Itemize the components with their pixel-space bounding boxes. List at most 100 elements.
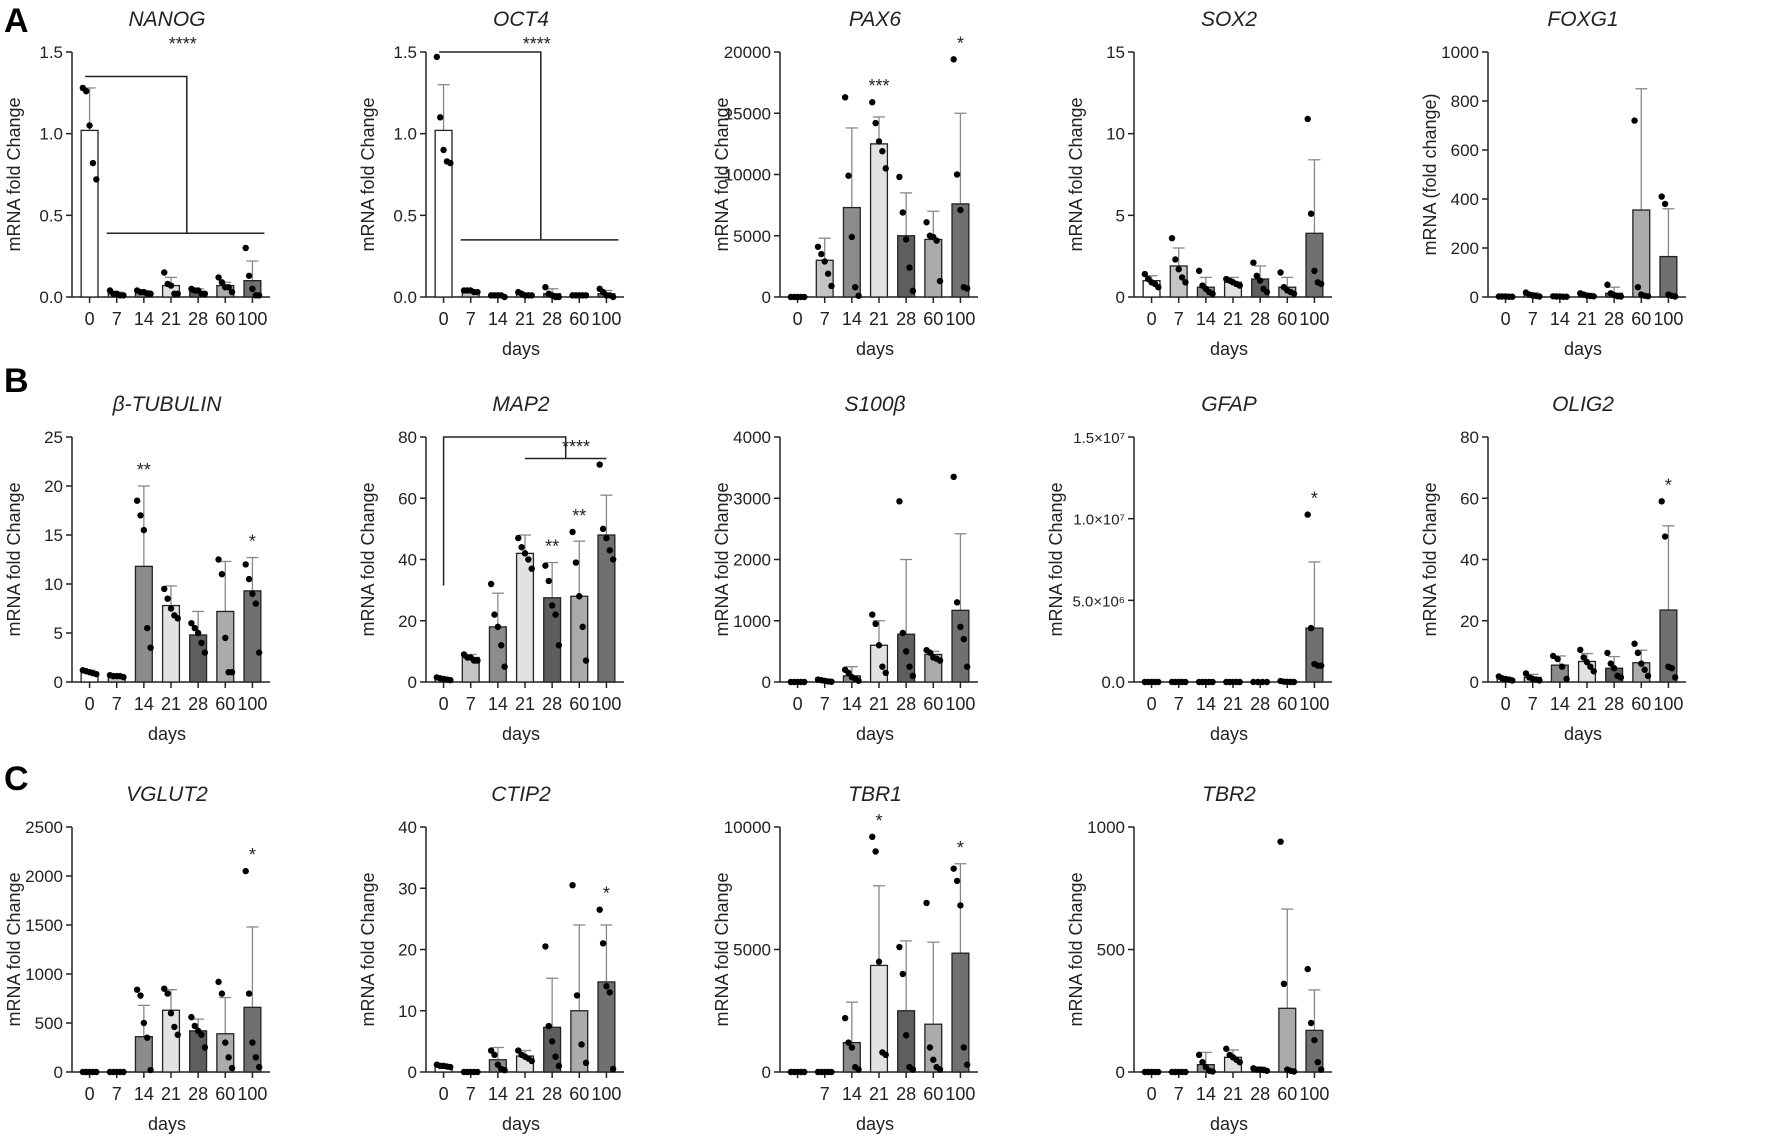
data-point bbox=[1199, 1059, 1206, 1066]
data-point bbox=[188, 620, 195, 627]
data-point bbox=[828, 678, 835, 685]
data-point bbox=[447, 1063, 454, 1071]
x-tick-label: 7 bbox=[112, 1084, 122, 1104]
y-tick-label: 0.5 bbox=[393, 206, 417, 225]
significance-label: **** bbox=[523, 34, 551, 54]
data-point bbox=[1671, 293, 1679, 300]
data-point bbox=[1155, 1068, 1162, 1076]
data-point bbox=[855, 1066, 862, 1073]
y-tick-label: 5 bbox=[1116, 206, 1125, 225]
y-tick-label: 0.0 bbox=[39, 288, 63, 307]
x-tick-label: 14 bbox=[1196, 1084, 1216, 1104]
x-tick-label: 0 bbox=[1501, 694, 1511, 714]
chart-title: TBR1 bbox=[848, 783, 902, 806]
y-tick-label: 2000 bbox=[25, 867, 63, 886]
data-point bbox=[869, 611, 876, 618]
data-point bbox=[1263, 288, 1271, 296]
y-tick-label: 30 bbox=[398, 879, 417, 898]
y-tick-label: 2500 bbox=[25, 818, 63, 837]
data-point bbox=[1290, 290, 1298, 297]
y-tick-label: 15 bbox=[1106, 43, 1125, 62]
data-point bbox=[606, 989, 613, 996]
x-tick-label: 100 bbox=[591, 694, 621, 714]
data-point bbox=[89, 159, 97, 167]
bar bbox=[134, 565, 153, 683]
x-tick-label: 100 bbox=[591, 1084, 621, 1104]
data-point bbox=[201, 1044, 209, 1051]
x-tick-label: 28 bbox=[188, 1084, 208, 1104]
data-point bbox=[1536, 293, 1543, 300]
significance-label: * bbox=[957, 33, 964, 53]
data-point bbox=[899, 629, 906, 637]
bar bbox=[597, 981, 616, 1073]
data-point bbox=[228, 1064, 236, 1072]
x-tick-label: 7 bbox=[466, 309, 476, 329]
chart-title: SOX2 bbox=[1201, 8, 1257, 31]
significance-label: ** bbox=[572, 506, 586, 526]
chart-nanog: NANOG 0.0 0.5 1.0 1.5 mRNA fold Change 0 7 14 21 2… bbox=[4, 8, 270, 329]
data-point bbox=[120, 1068, 127, 1076]
data-point bbox=[845, 669, 852, 677]
x-tick-label: 7 bbox=[1174, 694, 1184, 714]
data-point bbox=[899, 970, 906, 978]
x-tick-label: 28 bbox=[896, 1084, 916, 1104]
data-point bbox=[1155, 678, 1162, 686]
y-tick-label: 2000 bbox=[733, 551, 771, 570]
x-axis-label: days bbox=[148, 1114, 186, 1134]
data-point bbox=[545, 577, 552, 585]
data-point bbox=[1661, 533, 1669, 540]
x-tick-label: 21 bbox=[161, 309, 181, 329]
data-point bbox=[950, 56, 957, 63]
x-tick-label: 28 bbox=[188, 694, 208, 714]
y-tick-label: 1.5×10⁷ bbox=[1073, 430, 1125, 447]
data-point bbox=[902, 1032, 910, 1039]
data-point bbox=[1307, 624, 1315, 632]
data-point bbox=[487, 580, 495, 588]
data-point bbox=[906, 264, 913, 271]
x-tick-label: 14 bbox=[1196, 309, 1216, 329]
data-point bbox=[1209, 678, 1216, 686]
data-point bbox=[609, 293, 617, 301]
x-tick-label: 21 bbox=[1577, 694, 1597, 714]
x-tick-label: 60 bbox=[923, 309, 943, 329]
data-point bbox=[433, 53, 441, 61]
data-point bbox=[1587, 663, 1594, 670]
data-point bbox=[1617, 674, 1625, 681]
x-tick-label: 7 bbox=[820, 694, 830, 714]
bar bbox=[869, 964, 889, 1073]
data-point bbox=[875, 958, 883, 965]
data-point bbox=[1644, 672, 1652, 680]
chart-title: TBR2 bbox=[1202, 783, 1256, 806]
bar bbox=[515, 552, 535, 683]
data-point bbox=[167, 282, 175, 289]
data-point bbox=[191, 1022, 198, 1030]
y-tick-label: 15000 bbox=[724, 104, 771, 123]
data-point bbox=[228, 669, 236, 676]
x-tick-label: 21 bbox=[1223, 1084, 1243, 1104]
chart--tubulin: β-TUBULIN 0 5 10 15 20 25 mRNA fold Change days 0… bbox=[4, 393, 270, 744]
data-point bbox=[1617, 293, 1625, 300]
data-point bbox=[144, 1034, 151, 1041]
data-point bbox=[198, 1031, 205, 1038]
data-point bbox=[93, 176, 100, 183]
x-tick-label: 60 bbox=[923, 1084, 943, 1104]
data-point bbox=[501, 293, 508, 301]
data-point bbox=[1277, 269, 1284, 276]
bar bbox=[216, 610, 235, 683]
data-point bbox=[801, 678, 808, 686]
data-point bbox=[555, 293, 563, 301]
data-point bbox=[144, 624, 151, 632]
data-point bbox=[498, 642, 505, 649]
x-tick-label: 0 bbox=[85, 694, 95, 714]
data-point bbox=[1209, 290, 1216, 297]
data-point bbox=[1290, 678, 1298, 686]
x-tick-label: 60 bbox=[215, 309, 235, 329]
bar bbox=[1632, 209, 1651, 298]
data-point bbox=[515, 534, 522, 542]
data-point bbox=[487, 1047, 495, 1054]
x-tick-label: 60 bbox=[1277, 309, 1297, 329]
data-point bbox=[528, 292, 535, 299]
significance-label: * bbox=[957, 838, 964, 858]
